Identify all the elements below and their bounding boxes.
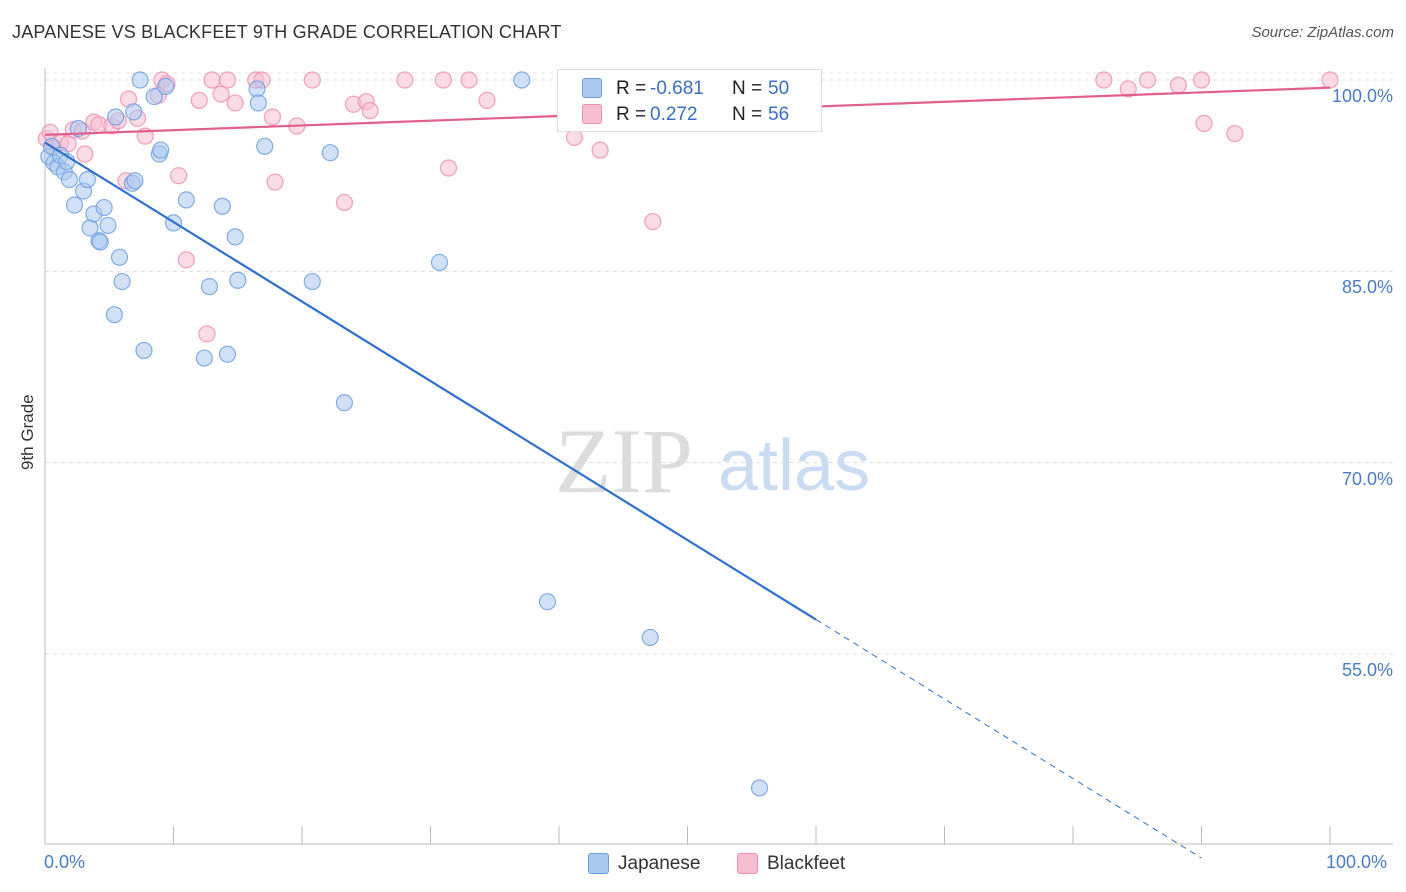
japanese-point [321, 144, 339, 162]
legend-swatch-japanese [588, 853, 609, 874]
blackfeet-point [478, 91, 496, 110]
blackfeet-point [177, 251, 195, 269]
japanese-point [65, 196, 84, 214]
japanese-trend-line [44, 141, 817, 621]
japanese-point [107, 108, 125, 126]
blackfeet-point [1095, 71, 1113, 89]
japanese-point [195, 349, 213, 367]
blackfeet-point [644, 212, 662, 231]
japanese-point [218, 345, 237, 363]
x-tick-label-max: 100.0% [1326, 852, 1388, 872]
y-tick-label: 70.0% [1341, 468, 1393, 489]
blackfeet-point [170, 167, 188, 185]
chart-title: JAPANESE VS BLACKFEET 9TH GRADE CORRELAT… [12, 22, 562, 42]
watermark-atlas: atlas [718, 426, 870, 506]
japanese-point [125, 103, 143, 121]
japanese-point [641, 628, 659, 647]
blackfeet-point [1226, 124, 1244, 143]
japanese-point [229, 271, 247, 289]
blackfeet-point [1192, 71, 1211, 89]
zipatlas-watermark: ZIP atlas [555, 410, 870, 512]
japanese-trend-extension [815, 619, 1202, 859]
source-label: Source: ZipAtlas.com [1251, 24, 1394, 41]
japanese-point [113, 272, 131, 291]
blackfeet-point [396, 71, 414, 89]
japanese-point [177, 191, 195, 209]
n-label: N = [732, 78, 763, 99]
blackfeet-point [190, 91, 208, 110]
japanese-point [60, 170, 79, 189]
axes [44, 68, 1393, 845]
blackfeet-point [226, 94, 244, 112]
blackfeet-point [76, 145, 94, 163]
blackfeet-point [460, 71, 478, 89]
japanese-point [157, 77, 175, 95]
japanese-point [750, 779, 769, 797]
japanese-point [200, 278, 219, 296]
stats-legend-box: R = -0.681 N = 50 R = 0.272 N = 56 [557, 69, 822, 132]
y-tick-label: 55.0% [1341, 660, 1393, 680]
legend-swatch-blackfeet [737, 853, 758, 874]
grid-lines [45, 72, 1393, 655]
japanese-point [135, 341, 153, 360]
blackfeet-point [439, 159, 458, 177]
watermark-zip: ZIP [555, 410, 693, 512]
blackfeet-point [263, 108, 282, 126]
blackfeet-point [434, 71, 452, 89]
japanese-point [249, 94, 267, 112]
n-label: N = [732, 104, 763, 125]
n-value: 50 [768, 78, 790, 99]
blackfeet-point [203, 71, 221, 89]
japanese-point [110, 248, 129, 266]
blackfeet-point [1119, 80, 1137, 98]
japanese-point [430, 253, 449, 272]
blackfeet-point [218, 71, 237, 89]
y-tick-label: 85.0% [1341, 277, 1393, 298]
r-value: -0.681 [650, 78, 704, 99]
japanese-point [105, 306, 123, 324]
blackfeet-point [1169, 76, 1187, 94]
japanese-point [513, 71, 531, 89]
blackfeet-point [198, 325, 216, 343]
blackfeet-point [591, 141, 609, 159]
blackfeet-point [212, 85, 230, 103]
japanese-point [78, 170, 97, 189]
japanese-point [131, 71, 149, 89]
japanese-swatch [582, 78, 602, 98]
n-value: 56 [768, 104, 790, 125]
japanese-point [126, 172, 144, 190]
legend-label-japanese: Japanese [618, 853, 701, 874]
japanese-point [95, 198, 113, 217]
japanese-point [152, 141, 170, 159]
japanese-point [145, 87, 163, 106]
blackfeet-swatch [582, 104, 602, 124]
japanese-point [91, 233, 109, 251]
y-tick-label: 100.0% [1331, 86, 1393, 106]
japanese-point [256, 137, 274, 155]
japanese-point [335, 394, 354, 412]
blackfeet-point [335, 193, 354, 212]
japanese-point [538, 593, 557, 611]
legend-label-blackfeet: Blackfeet [767, 853, 846, 874]
blackfeet-point [303, 71, 321, 89]
japanese-point [213, 197, 231, 215]
blackfeet-point [1138, 71, 1157, 89]
japanese-point [226, 228, 244, 246]
blackfeet-point [266, 173, 284, 191]
x-tick-label-min: 0.0% [44, 852, 86, 872]
r-value: 0.272 [650, 104, 698, 125]
blackfeet-point [1195, 114, 1213, 132]
blackfeet-point [361, 102, 379, 120]
japanese-point [99, 216, 117, 235]
r-label: R = [616, 78, 647, 99]
r-label: R = [616, 104, 647, 125]
japanese-point [303, 272, 321, 291]
